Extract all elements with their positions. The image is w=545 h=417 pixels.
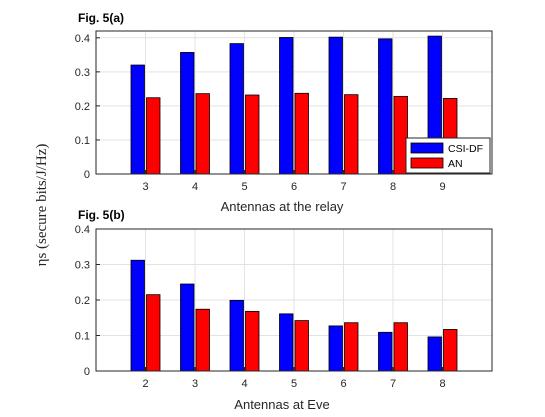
- panel-b-y-tick-label: 0.1: [75, 331, 90, 343]
- panel-a-x-tick-label: 6: [291, 181, 297, 193]
- bar-csi-df-8: [427, 336, 442, 372]
- bar-an-3: [195, 308, 210, 372]
- panel-b-y-tick-label: 0.4: [75, 224, 90, 236]
- bar-csi-df-4: [229, 299, 244, 372]
- panel-b-y-tick-label: 0.3: [75, 260, 90, 272]
- legend-swatch-csi-df: [410, 142, 444, 154]
- panel-a-x-axis-label: Antennas at the relay: [221, 199, 344, 214]
- panel-a-x-tick-label: 7: [340, 181, 346, 193]
- legend-label-csi-df: CSI-DF: [448, 143, 483, 155]
- bar-csi-df-3: [180, 283, 195, 372]
- y-axis-label: ηs (secure bits/J/Hz): [34, 144, 50, 267]
- bar-csi-df-5: [229, 43, 244, 175]
- bar-an-7: [393, 322, 408, 372]
- bar-csi-df-5: [279, 313, 294, 372]
- bar-an-8: [443, 329, 458, 372]
- panel-a-x-tick-label: 5: [241, 181, 247, 193]
- chart-panel-a: 0 0.1 0.2 0.3 0.4 3 4 5 6 7 8 9 CSI-DF AN Fig. 5(a) Ant…: [75, 11, 493, 214]
- panel-b-x-tick-label: 6: [340, 378, 346, 390]
- panel-b-x-tick-label: 8: [439, 378, 445, 390]
- panel-b-x-tick-label: 5: [291, 378, 297, 390]
- bar-csi-df-6: [279, 37, 294, 175]
- bar-csi-df-8: [378, 38, 393, 175]
- panel-b-x-axis-label: Antennas at Eve: [234, 397, 329, 412]
- panel-b-title: Fig. 5(b): [78, 208, 125, 222]
- panel-a-y-tick-label: 0.4: [75, 33, 90, 45]
- panel-a-x-tick-label: 4: [192, 181, 198, 193]
- bar-an-6: [344, 322, 359, 372]
- legend: CSI-DF AN: [405, 137, 491, 174]
- panel-b-y-tick-label: 0: [84, 366, 90, 378]
- panel-b-x-tick-label: 2: [142, 378, 148, 390]
- bar-csi-df-7: [378, 331, 393, 372]
- panel-b-y-tick-label: 0.2: [75, 295, 90, 307]
- bar-an-3: [146, 97, 161, 175]
- bar-csi-df-3: [130, 64, 145, 175]
- bar-an-5: [294, 320, 309, 372]
- legend-swatch-an: [410, 157, 444, 169]
- panel-a-axes-box: [95, 30, 493, 175]
- panel-a-y-tick-label: 0.2: [75, 101, 90, 113]
- panel-a-y-tick-label: 0: [84, 169, 90, 181]
- bar-csi-df-4: [180, 52, 195, 175]
- panel-b-x-tick-label: 7: [390, 378, 396, 390]
- panel-b-x-tick-label: 3: [192, 378, 198, 390]
- panel-a-y-tick-label: 0.1: [75, 135, 90, 147]
- bar-an-8: [393, 95, 408, 175]
- bar-csi-df-2: [130, 259, 145, 372]
- bar-an-7: [344, 94, 359, 175]
- panel-a-x-tick-label: 9: [439, 181, 445, 193]
- panel-a-title: Fig. 5(a): [78, 11, 124, 25]
- legend-label-an: AN: [448, 158, 463, 170]
- bar-an-5: [245, 94, 260, 175]
- chart-panel-b: 0 0.1 0.2 0.3 0.4 2 3 4 5 6 7 8 Fig. 5(b) Antennas at…: [75, 208, 493, 412]
- panel-a-x-tick-label: 3: [142, 181, 148, 193]
- bar-an-2: [146, 294, 161, 372]
- bar-csi-df-6: [328, 325, 343, 372]
- panel-b-axes-box: [95, 228, 493, 372]
- bar-an-6: [294, 92, 309, 175]
- panel-a-x-tick-label: 8: [390, 181, 396, 193]
- bar-an-4: [245, 310, 260, 372]
- bar-csi-df-7: [328, 36, 343, 175]
- panel-a-y-tick-label: 0.3: [75, 67, 90, 79]
- panel-b-x-tick-label: 4: [241, 378, 247, 390]
- bar-an-4: [195, 93, 210, 175]
